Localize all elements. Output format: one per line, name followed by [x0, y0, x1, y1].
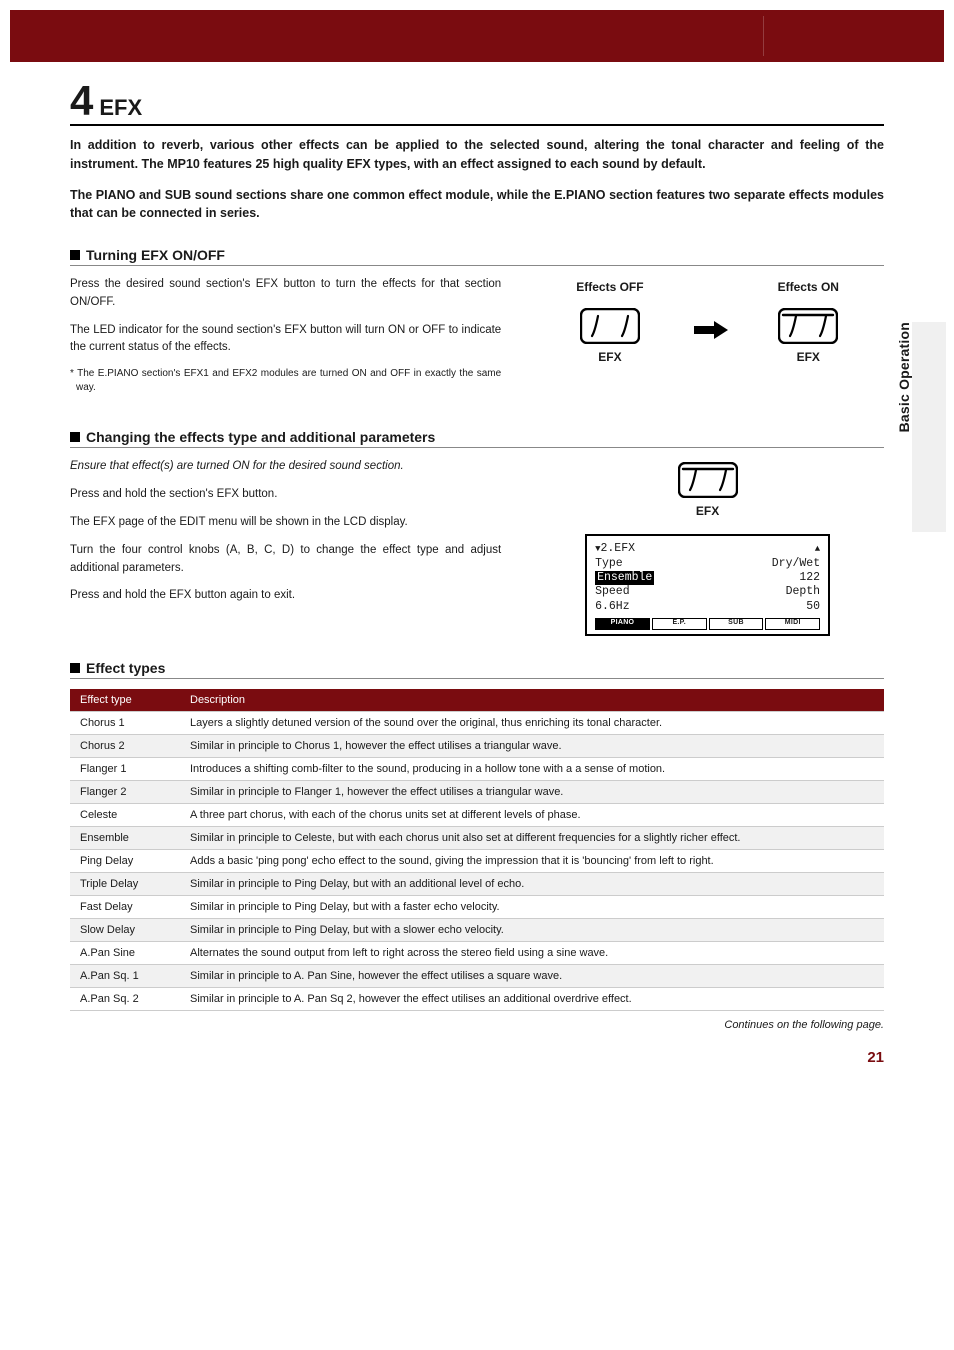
table-row: Triple DelaySimilar in principle to Ping… [70, 872, 884, 895]
effect-desc-cell: Similar in principle to A. Pan Sine, how… [180, 964, 884, 987]
body-text: Turn the four control knobs (A, B, C, D)… [70, 542, 501, 578]
body-text: Press and hold the section's EFX button. [70, 486, 501, 504]
lcd-tab-piano: PIANO [595, 618, 650, 630]
body-text: The EFX page of the EDIT menu will be sh… [70, 514, 501, 532]
page-title: 4 EFX [70, 80, 884, 126]
header-banner [10, 10, 944, 62]
continues-note: Continues on the following page. [70, 1019, 884, 1031]
section-head-effect-types: Effect types [70, 660, 884, 679]
effect-type-cell: Ping Delay [70, 849, 180, 872]
body-text: Press and hold the EFX button again to e… [70, 587, 501, 605]
table-row: CelesteA three part chorus, with each of… [70, 803, 884, 826]
lcd-param-label: Depth [786, 585, 821, 599]
table-row: A.Pan Sq. 2Similar in principle to A. Pa… [70, 987, 884, 1010]
effect-type-cell: Fast Delay [70, 895, 180, 918]
table-row: Flanger 1Introduces a shifting comb-filt… [70, 757, 884, 780]
table-row: Chorus 1Layers a slightly detuned versio… [70, 711, 884, 734]
table-row: Slow DelaySimilar in principle to Ping D… [70, 918, 884, 941]
effects-on-label: Effects ON [778, 280, 839, 294]
section-head-turning-efx: Turning EFX ON/OFF [70, 247, 884, 266]
section-title: Turning EFX ON/OFF [86, 247, 225, 263]
title-text: EFX [99, 95, 142, 121]
effect-desc-cell: Alternates the sound output from left to… [180, 941, 884, 964]
body-text: Press the desired sound section's EFX bu… [70, 276, 501, 312]
lcd-param-value: 50 [806, 600, 820, 614]
intro-paragraph-1: In addition to reverb, various other eff… [70, 136, 884, 174]
arrow-right-icon [694, 318, 728, 346]
body-text-italic: Ensure that effect(s) are turned ON for … [70, 458, 501, 476]
efx-button-on-icon [678, 462, 738, 498]
effect-type-cell: A.Pan Sq. 1 [70, 964, 180, 987]
intro-paragraph-2: The PIANO and SUB sound sections share o… [70, 186, 884, 224]
effect-desc-cell: Similar in principle to Flanger 1, howev… [180, 780, 884, 803]
table-row: Flanger 2Similar in principle to Flanger… [70, 780, 884, 803]
effect-desc-cell: Similar in principle to Ping Delay, but … [180, 872, 884, 895]
lcd-tab-sub: SUB [709, 618, 764, 630]
title-number: 4 [70, 80, 93, 122]
table-header-desc: Description [180, 689, 884, 712]
effect-type-cell: Triple Delay [70, 872, 180, 895]
effect-desc-cell: Similar in principle to Celeste, but wit… [180, 826, 884, 849]
triangle-up-icon: ▲ [815, 544, 820, 555]
effect-desc-cell: Similar in principle to Ping Delay, but … [180, 918, 884, 941]
lcd-tab-midi: MIDI [765, 618, 820, 630]
efx-button-caption: EFX [576, 350, 643, 364]
effect-type-cell: Slow Delay [70, 918, 180, 941]
table-row: EnsembleSimilar in principle to Celeste,… [70, 826, 884, 849]
lcd-tab-ep: E.P. [652, 618, 707, 630]
side-section-label: Basic Operation [896, 322, 912, 432]
effect-desc-cell: Similar in principle to Ping Delay, but … [180, 895, 884, 918]
lcd-display: ▼2.EFX ▲ Type Dry/Wet Ensemble 122 Speed… [585, 534, 830, 636]
section-title: Changing the effects type and additional… [86, 429, 435, 445]
efx-button-caption: EFX [531, 504, 884, 518]
table-row: Fast DelaySimilar in principle to Ping D… [70, 895, 884, 918]
bullet-square-icon [70, 663, 80, 673]
table-row: Chorus 2Similar in principle to Chorus 1… [70, 734, 884, 757]
effect-desc-cell: Adds a basic 'ping pong' echo effect to … [180, 849, 884, 872]
effect-type-cell: Celeste [70, 803, 180, 826]
effect-desc-cell: Similar in principle to Chorus 1, howeve… [180, 734, 884, 757]
effect-type-cell: A.Pan Sine [70, 941, 180, 964]
effect-type-cell: Chorus 1 [70, 711, 180, 734]
effect-desc-cell: Introduces a shifting comb-filter to the… [180, 757, 884, 780]
lcd-param-label: Type [595, 557, 623, 571]
table-row: A.Pan Sq. 1Similar in principle to A. Pa… [70, 964, 884, 987]
footnote: * The E.PIANO section's EFX1 and EFX2 mo… [70, 367, 501, 395]
table-row: A.Pan SineAlternates the sound output fr… [70, 941, 884, 964]
effect-type-cell: Flanger 1 [70, 757, 180, 780]
effect-type-cell: Ensemble [70, 826, 180, 849]
efx-button-on-icon [778, 308, 838, 344]
effect-type-cell: A.Pan Sq. 2 [70, 987, 180, 1010]
lcd-param-value: 6.6Hz [595, 600, 630, 614]
side-thumb-tab [912, 322, 946, 532]
efx-button-caption: EFX [778, 350, 839, 364]
section-head-changing-effects: Changing the effects type and additional… [70, 429, 884, 448]
effect-desc-cell: A three part chorus, with each of the ch… [180, 803, 884, 826]
bullet-square-icon [70, 432, 80, 442]
bullet-square-icon [70, 250, 80, 260]
effect-type-cell: Flanger 2 [70, 780, 180, 803]
effect-desc-cell: Similar in principle to A. Pan Sq 2, how… [180, 987, 884, 1010]
effect-type-cell: Chorus 2 [70, 734, 180, 757]
table-header-type: Effect type [70, 689, 180, 712]
effects-off-label: Effects OFF [576, 280, 643, 294]
lcd-title: 2.EFX [601, 542, 636, 555]
lcd-param-value-highlighted: Ensemble [595, 571, 654, 585]
lcd-param-value: 122 [799, 571, 820, 585]
effect-desc-cell: Layers a slightly detuned version of the… [180, 711, 884, 734]
effects-table: Effect type Description Chorus 1Layers a… [70, 689, 884, 1011]
lcd-param-label: Dry/Wet [772, 557, 820, 571]
page-number: 21 [70, 1049, 884, 1066]
efx-button-off-icon [580, 308, 640, 344]
lcd-param-label: Speed [595, 585, 630, 599]
body-text: The LED indicator for the sound section'… [70, 322, 501, 358]
table-row: Ping DelayAdds a basic 'ping pong' echo … [70, 849, 884, 872]
section-title: Effect types [86, 660, 165, 676]
